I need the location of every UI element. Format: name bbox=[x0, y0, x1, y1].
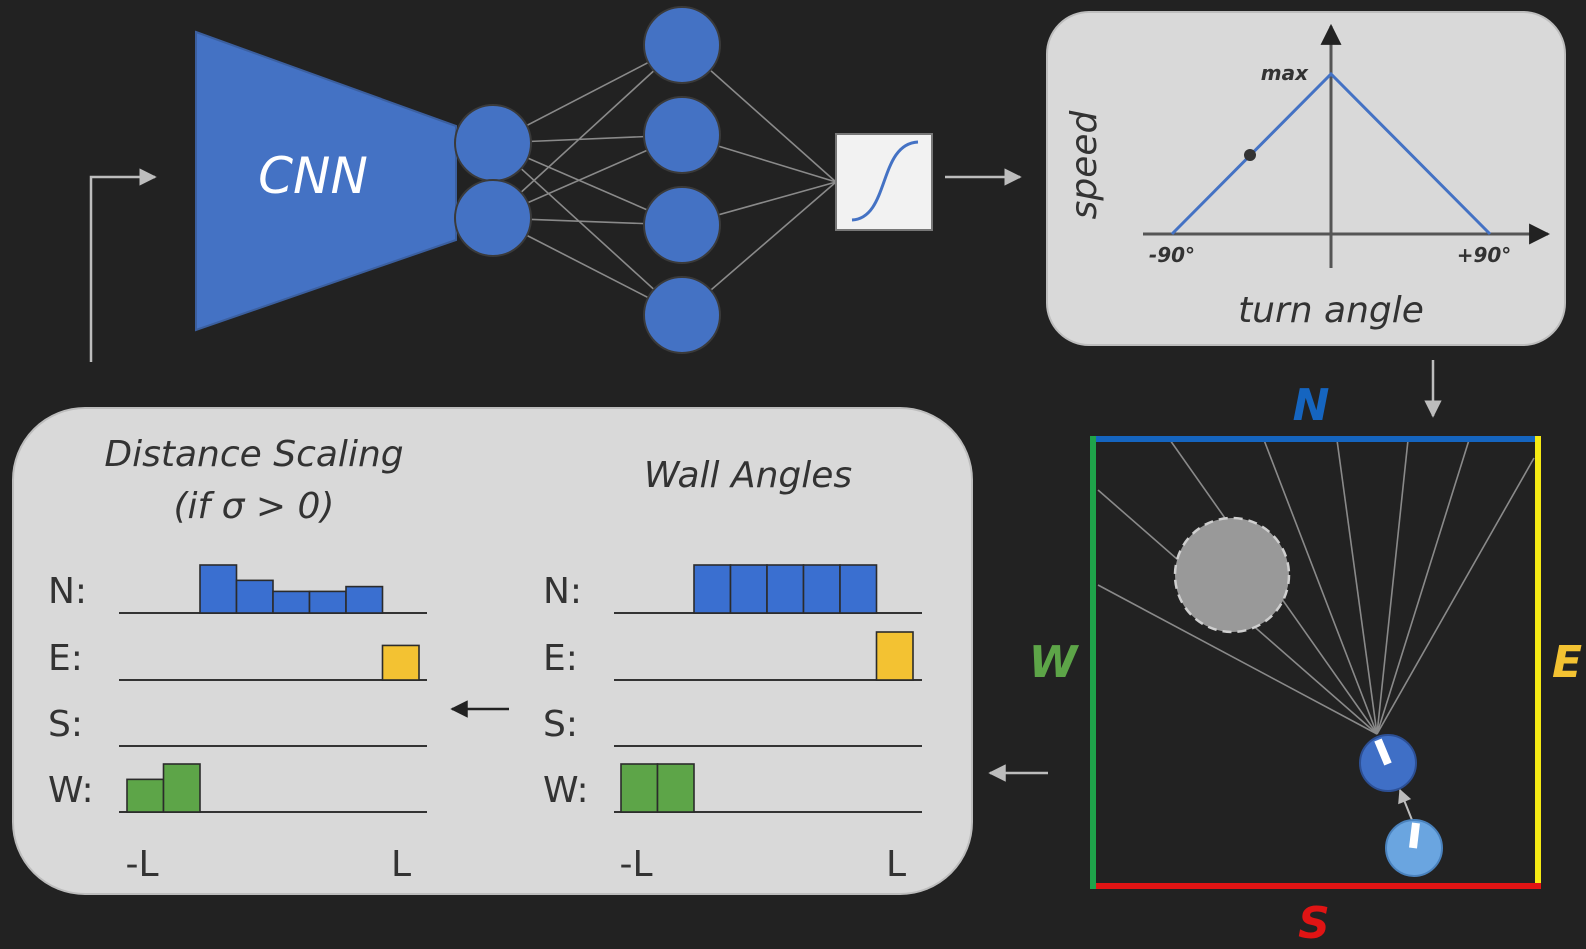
wall-bar-n-4 bbox=[766, 564, 805, 614]
distance-bar-n-5 bbox=[308, 590, 347, 614]
agent-motion-arrow bbox=[1398, 788, 1413, 821]
distance-bar-n-2 bbox=[199, 564, 238, 614]
neuron-hidden-3 bbox=[643, 186, 721, 264]
distance-bar-n-4 bbox=[272, 590, 311, 614]
wall-bar-n-6 bbox=[839, 564, 878, 614]
wall-bar-e-7 bbox=[875, 631, 914, 681]
distance-row-label-e: E: bbox=[48, 638, 83, 679]
distance-bar-w-0 bbox=[126, 778, 165, 813]
neuron-hidden-2 bbox=[643, 96, 721, 174]
distance-bar-w-1 bbox=[162, 763, 201, 813]
speed-plot-panel bbox=[1046, 11, 1566, 346]
wall-bar-n-3 bbox=[729, 564, 768, 614]
speed-tick-right: +90° bbox=[1457, 243, 1512, 267]
distance-bar-e-7 bbox=[381, 644, 420, 681]
distance-row-label-s: S: bbox=[48, 704, 83, 745]
feedback-arrow bbox=[89, 168, 157, 362]
wall-row-label-n: N: bbox=[543, 571, 582, 612]
wall-bar-w-1 bbox=[656, 763, 695, 813]
arena: N E S W bbox=[1029, 380, 1582, 949]
wall-row-label-s: S: bbox=[543, 704, 578, 745]
agent-previous-heading bbox=[1409, 822, 1420, 849]
neuron-input-1 bbox=[454, 104, 532, 182]
distance-title-line-2: (if σ > 0) bbox=[174, 486, 335, 527]
wall-bar-n-2 bbox=[693, 564, 732, 614]
distance-title-line-1: Distance Scaling bbox=[104, 434, 403, 475]
arena-label-east: E bbox=[1552, 637, 1582, 688]
speed-curve bbox=[1170, 71, 1492, 236]
wall-title: Wall Angles bbox=[644, 455, 852, 496]
agent-current-heading bbox=[1374, 738, 1392, 766]
wall-axis-max: L bbox=[886, 844, 906, 885]
network-edges bbox=[492, 44, 837, 316]
neuron-hidden-4 bbox=[643, 276, 721, 354]
wall-row-label-e: E: bbox=[543, 638, 578, 679]
wall-bar-n-5 bbox=[802, 564, 841, 614]
cnn-label: CNN bbox=[258, 147, 368, 205]
speed-peak-label: max bbox=[1261, 61, 1309, 85]
wall-row-label-w: W: bbox=[543, 770, 589, 811]
sigmoid-box bbox=[835, 133, 933, 231]
speed-curve-marker bbox=[1244, 149, 1256, 161]
distance-axis-max: L bbox=[391, 844, 411, 885]
neuron-input-2 bbox=[454, 179, 532, 257]
distance-bar-n-3 bbox=[235, 579, 274, 614]
speed-x-label: turn angle bbox=[1238, 290, 1424, 331]
obstacle bbox=[1173, 516, 1291, 634]
distance-bar-n-6 bbox=[345, 585, 384, 614]
wall-axis-min: -L bbox=[619, 844, 652, 885]
distance-row-label-n: N: bbox=[48, 571, 87, 612]
wall-bar-w-0 bbox=[620, 763, 659, 813]
sigmoid-curve-icon bbox=[851, 140, 919, 222]
sensor-rays bbox=[1097, 439, 1535, 735]
speed-tick-left: -90° bbox=[1149, 243, 1195, 267]
distance-row-label-w: W: bbox=[48, 770, 94, 811]
speed-y-label: speed bbox=[1064, 109, 1105, 219]
arena-label-west: W bbox=[1029, 637, 1080, 688]
histogram-panel bbox=[12, 407, 973, 895]
wall-histogram: N: E: S: W: -L L bbox=[543, 564, 922, 885]
cnn-block bbox=[195, 30, 457, 332]
distance-axis-min: -L bbox=[125, 844, 158, 885]
neuron-hidden-1 bbox=[643, 6, 721, 84]
arena-label-north: N bbox=[1293, 380, 1330, 431]
network-neurons bbox=[454, 6, 721, 354]
distance-histogram: N: E: S: W: -L L bbox=[48, 564, 427, 885]
arena-label-south: S bbox=[1298, 898, 1330, 949]
